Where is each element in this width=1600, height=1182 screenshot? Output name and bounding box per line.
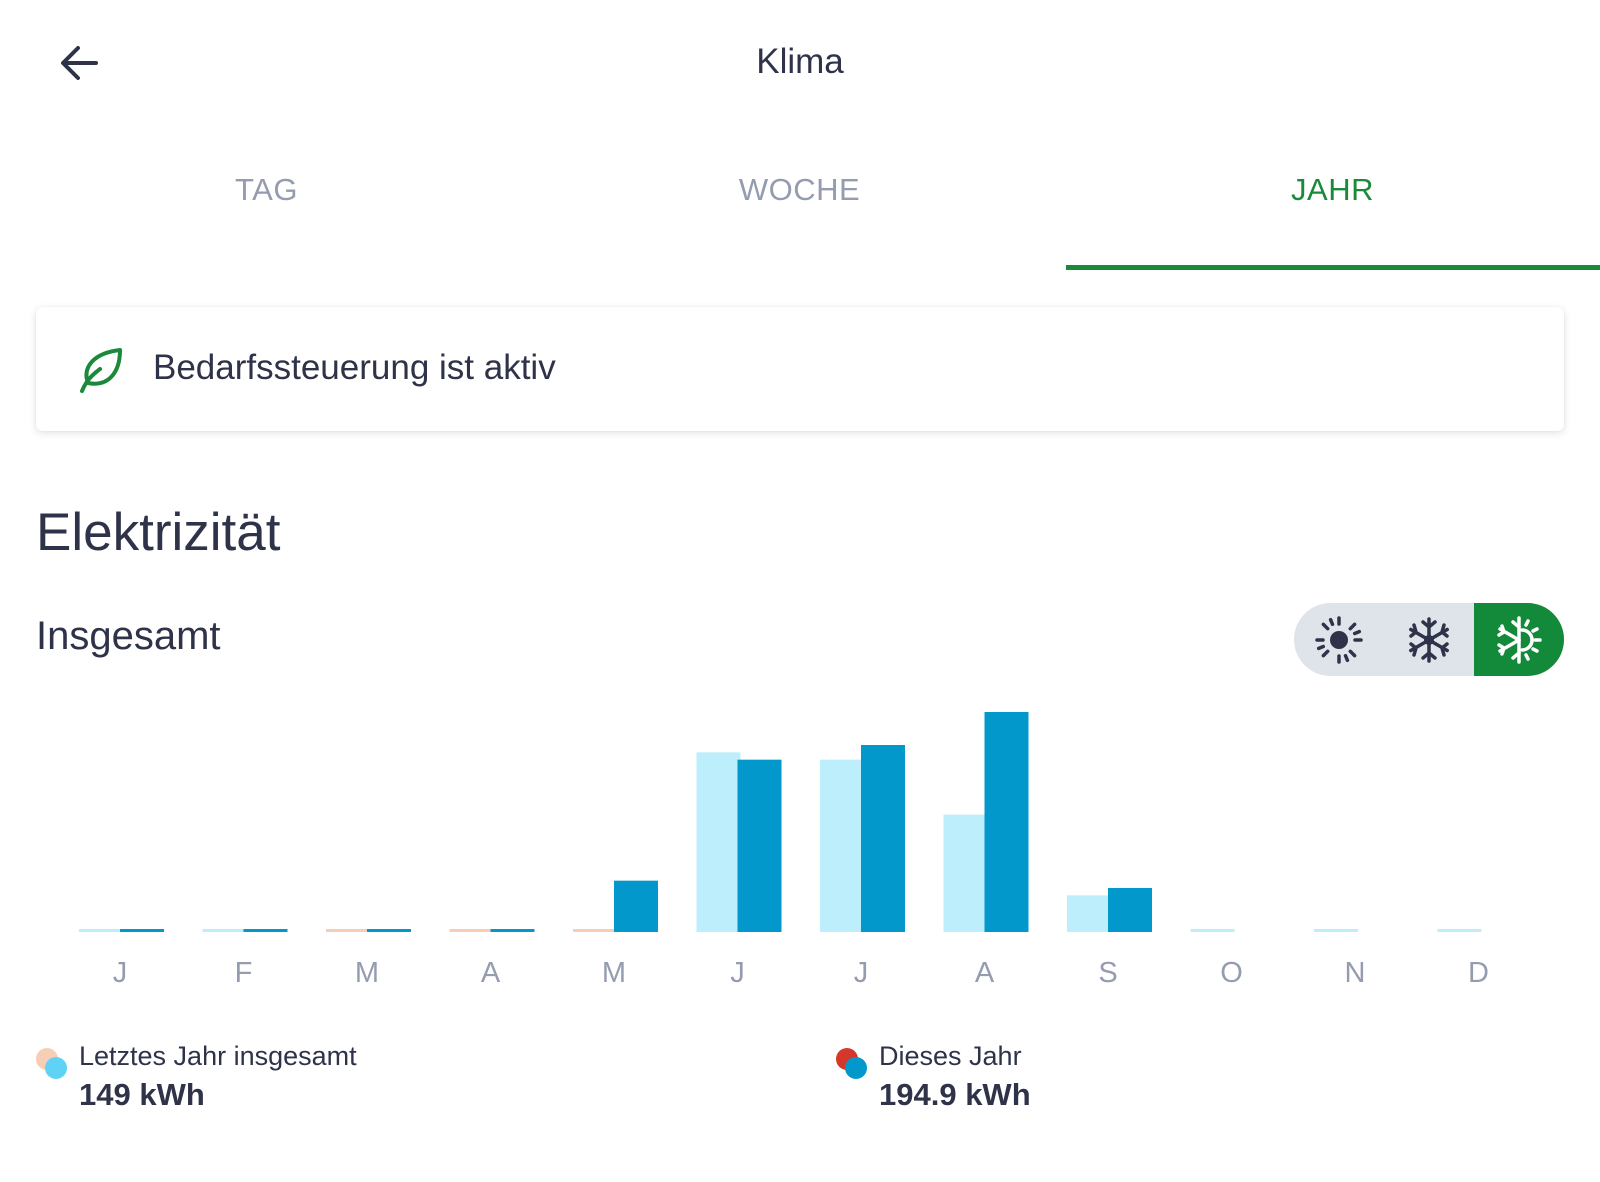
demand-control-status: Bedarfssteuerung ist aktiv bbox=[153, 348, 556, 387]
sun-icon bbox=[1315, 615, 1363, 664]
bar-series0-month-8 bbox=[1067, 895, 1111, 932]
mode-auto-button[interactable] bbox=[1474, 603, 1564, 676]
last-year-dot bbox=[45, 1057, 67, 1079]
bar-series0-month-4 bbox=[573, 929, 617, 932]
tab-tag[interactable]: TAG bbox=[235, 172, 298, 207]
bar-series1-month-4 bbox=[614, 880, 658, 932]
bar-series0-month-0 bbox=[79, 929, 123, 932]
bar-series0-month-5 bbox=[696, 752, 741, 932]
active-tab-indicator bbox=[1066, 265, 1600, 270]
bar-series0-month-2 bbox=[326, 929, 370, 932]
tab-woche[interactable]: WOCHE bbox=[738, 172, 861, 207]
bar-series0-month-9 bbox=[1190, 929, 1235, 932]
legend-this-year-label: Dieses Jahr bbox=[879, 1041, 1022, 1071]
x-tick-label: D bbox=[1468, 957, 1489, 989]
snowflake-icon bbox=[1409, 616, 1449, 663]
sun-snowflake-icon bbox=[1497, 615, 1542, 664]
x-tick-label: J bbox=[113, 957, 128, 989]
back-button[interactable] bbox=[50, 36, 114, 92]
mode-heating-button[interactable] bbox=[1294, 603, 1384, 676]
x-tick-label: A bbox=[975, 957, 995, 989]
bar-series1-month-7 bbox=[984, 712, 1029, 932]
mode-cooling-button[interactable] bbox=[1384, 603, 1474, 676]
legend-this-year-value: 194.9 kWh bbox=[879, 1077, 1031, 1112]
legend-last-year-label: Letztes Jahr insgesamt bbox=[79, 1041, 357, 1071]
bar-series0-month-3 bbox=[449, 929, 494, 932]
x-tick-label: J bbox=[730, 957, 745, 989]
arrow-left-icon bbox=[61, 46, 98, 80]
x-tick-label: A bbox=[481, 957, 501, 989]
this-year-dot bbox=[845, 1057, 867, 1079]
bar-series0-month-1 bbox=[202, 929, 247, 932]
page-title: Klima bbox=[756, 42, 844, 81]
bar-series0-month-7 bbox=[943, 814, 988, 932]
bar-series1-month-0 bbox=[120, 929, 164, 932]
x-tick-label: N bbox=[1345, 957, 1366, 989]
section-title: Elektrizität bbox=[36, 503, 281, 562]
x-tick-label: F bbox=[235, 957, 253, 989]
bar-series1-month-3 bbox=[490, 929, 535, 932]
bar-series0-month-11 bbox=[1437, 929, 1482, 932]
bar-series1-month-6 bbox=[861, 745, 905, 932]
bar-series1-month-5 bbox=[737, 759, 782, 932]
bar-series0-month-10 bbox=[1314, 929, 1358, 932]
leaf-icon bbox=[76, 345, 126, 395]
x-tick-label: S bbox=[1098, 957, 1117, 989]
bar-series1-month-1 bbox=[243, 929, 288, 932]
demand-control-card[interactable] bbox=[36, 307, 1564, 431]
bar-series0-month-6 bbox=[820, 759, 864, 932]
tab-jahr[interactable]: JAHR bbox=[1291, 172, 1374, 207]
bar-series1-month-8 bbox=[1108, 888, 1152, 932]
x-tick-label: M bbox=[602, 957, 626, 989]
legend-last-year-value: 149 kWh bbox=[79, 1077, 205, 1112]
mode-toggle bbox=[1294, 603, 1564, 676]
section-subtitle: Insgesamt bbox=[36, 614, 221, 658]
x-tick-label: M bbox=[355, 957, 379, 989]
bar-series1-month-2 bbox=[367, 929, 411, 932]
x-tick-label: O bbox=[1220, 957, 1243, 989]
x-tick-label: J bbox=[854, 957, 869, 989]
